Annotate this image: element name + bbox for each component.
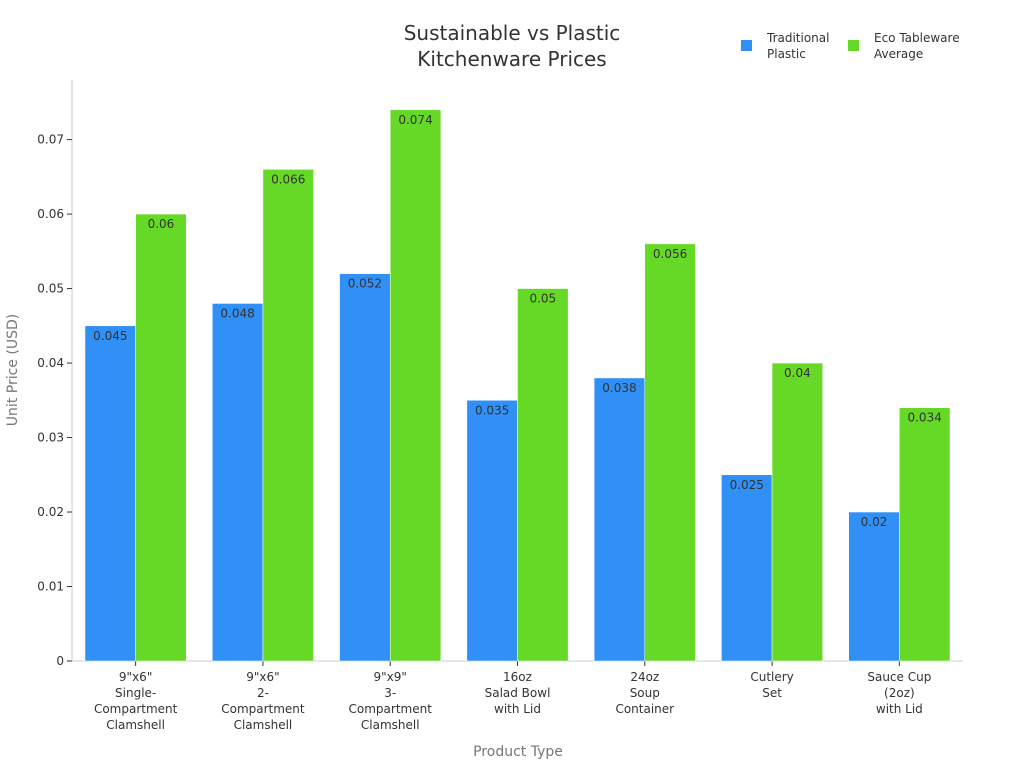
- x-tick-label: Sauce Cup (2oz) with Lid: [867, 670, 931, 716]
- bar: [262, 169, 314, 662]
- bar: [84, 325, 136, 662]
- bar: [466, 400, 518, 662]
- bar: [771, 362, 823, 662]
- value-label: 0.038: [602, 381, 636, 395]
- value-label: 0.04: [784, 366, 811, 380]
- legend-swatch: [741, 40, 752, 51]
- value-label: 0.045: [93, 329, 127, 343]
- legend-label: Eco Tableware Average: [874, 31, 960, 61]
- y-tick-label: 0.06: [37, 207, 64, 221]
- y-tick-label: 0.03: [37, 431, 64, 445]
- bar: [339, 273, 391, 662]
- bar: [721, 474, 773, 662]
- legend-label: Traditional Plastic: [766, 31, 829, 61]
- y-axis-label: Unit Price (USD): [5, 314, 21, 426]
- legend-swatch: [848, 40, 859, 51]
- y-tick-label: 0.01: [37, 580, 64, 594]
- value-label: 0.025: [730, 478, 764, 492]
- x-tick-label: 9"x9" 3-Compartment Clamshell: [349, 670, 433, 732]
- y-tick-label: 0.04: [37, 356, 64, 370]
- y-tick-label: 0: [56, 654, 64, 668]
- x-tick-label: 9"x6" 2-Compartment Clamshell: [221, 670, 305, 732]
- bar: [212, 303, 264, 662]
- bar: [848, 511, 900, 662]
- bar: [389, 109, 442, 662]
- value-label: 0.02: [861, 515, 888, 529]
- value-label: 0.034: [907, 411, 941, 425]
- bar: [517, 288, 569, 662]
- y-tick-label: 0.07: [37, 133, 64, 147]
- value-label: 0.05: [529, 292, 556, 306]
- value-label: 0.052: [348, 277, 382, 291]
- bar: [644, 243, 696, 662]
- bar: [899, 407, 951, 662]
- value-label: 0.048: [220, 306, 254, 320]
- value-label: 0.035: [475, 403, 509, 417]
- chart-title: Sustainable vs Plastic Kitchenware Prices: [404, 21, 621, 71]
- value-label: 0.066: [271, 172, 305, 186]
- value-label: 0.06: [148, 217, 175, 231]
- value-label: 0.074: [398, 113, 432, 127]
- y-tick-label: 0.05: [37, 282, 64, 296]
- bar: [593, 377, 646, 662]
- x-tick-label: 16oz Salad Bowl with Lid: [485, 670, 551, 716]
- x-tick-label: 9"x6" Single-Compartment Clamshell: [94, 670, 178, 732]
- x-tick-label: Cutlery Set: [750, 670, 793, 700]
- bar: [135, 213, 187, 662]
- x-tick-label: 24oz Soup Container: [615, 670, 674, 716]
- value-label: 0.056: [653, 247, 687, 261]
- x-axis-label: Product Type: [473, 744, 563, 760]
- y-tick-label: 0.02: [37, 505, 64, 519]
